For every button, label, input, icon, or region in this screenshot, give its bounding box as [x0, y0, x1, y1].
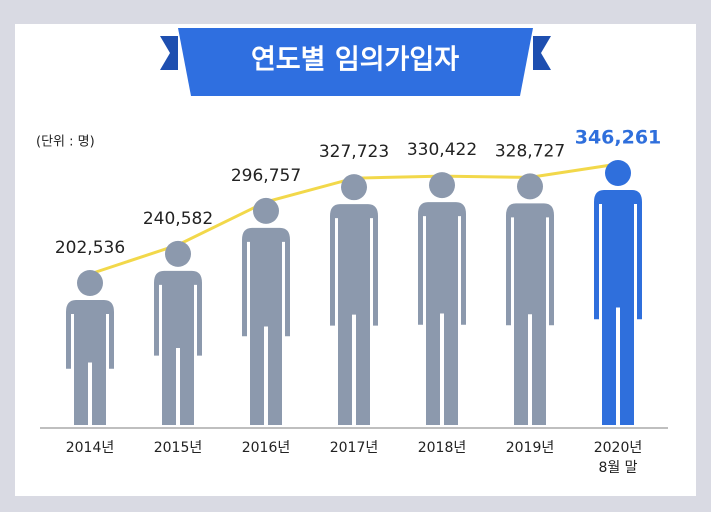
person-body	[66, 299, 114, 425]
x-tick-label: 2019년	[506, 440, 555, 456]
value-label: 330,422	[407, 140, 477, 160]
person-body	[418, 202, 466, 425]
value-label: 328,727	[495, 141, 565, 161]
person-head	[517, 173, 543, 200]
person-body	[154, 270, 202, 425]
person-head	[429, 172, 455, 199]
person-body	[594, 190, 642, 425]
x-tick-label: 2017년	[330, 440, 379, 456]
person	[154, 240, 202, 425]
person-head	[165, 240, 191, 267]
chart-title: 연도별 임의가입자	[251, 45, 459, 76]
value-label: 202,536	[55, 238, 125, 258]
x-tick-label: 2016년	[242, 440, 291, 456]
person-head	[341, 174, 367, 201]
person	[242, 197, 290, 425]
ribbon-right-tail	[533, 36, 551, 70]
value-label: 240,582	[143, 209, 213, 229]
person-head	[253, 197, 279, 224]
value-label: 346,261	[575, 127, 662, 149]
x-tick-label: 2015년	[154, 440, 203, 456]
person-body	[330, 204, 378, 425]
person	[418, 172, 466, 425]
person-body	[506, 203, 554, 425]
person	[66, 269, 114, 425]
person	[506, 173, 554, 425]
x-tick-label: 2018년	[418, 440, 467, 456]
x-tick-label: 2020년 8월 말	[594, 440, 643, 476]
value-label: 327,723	[319, 142, 389, 162]
person	[330, 174, 378, 425]
person-body	[242, 227, 290, 425]
value-label: 296,757	[231, 166, 301, 186]
person-head	[605, 160, 631, 186]
person-head	[77, 269, 103, 296]
unit-label: (단위 : 명)	[36, 135, 95, 150]
ribbon	[178, 28, 533, 96]
ribbon-left-tail	[160, 36, 178, 70]
x-tick-label: 2014년	[66, 440, 115, 456]
person	[594, 160, 642, 425]
